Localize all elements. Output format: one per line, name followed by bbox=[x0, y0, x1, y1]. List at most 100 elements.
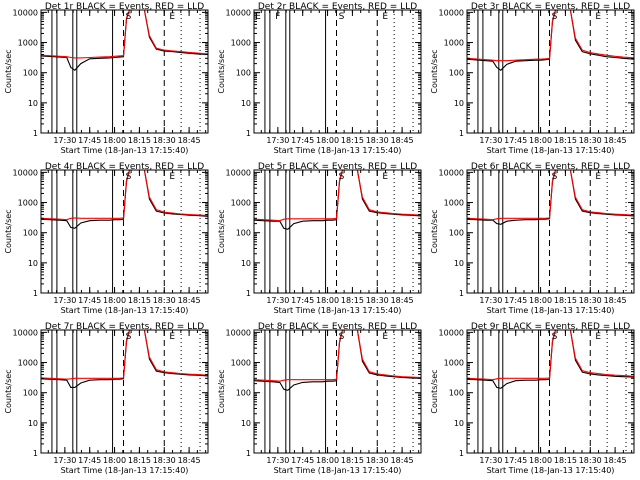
y-tick-label: 1 bbox=[246, 449, 251, 458]
flag-label: E bbox=[169, 172, 175, 182]
chart-title: Det 9r BLACK = Events, RED = LLD bbox=[471, 322, 630, 332]
y-axis-label: Counts/sec bbox=[4, 369, 13, 413]
chart-title: Det 2r BLACK = Events, RED = LLD bbox=[258, 2, 417, 12]
flag-label: E bbox=[255, 12, 261, 22]
y-tick-label: 10000 bbox=[226, 8, 251, 17]
flag-label: S bbox=[552, 332, 558, 342]
x-tick-label: 18:15 bbox=[341, 296, 364, 305]
x-tick-label: 17:45 bbox=[78, 136, 101, 145]
x-tick-label: 18:00 bbox=[316, 296, 339, 305]
series-line-lld bbox=[41, 330, 208, 380]
x-tick-label: 18:45 bbox=[178, 296, 201, 305]
y-tick-label: 10000 bbox=[13, 8, 38, 17]
x-tick-label: 18:15 bbox=[554, 296, 577, 305]
x-tick-label: 18:00 bbox=[529, 456, 552, 465]
x-tick-label: 17:30 bbox=[53, 296, 76, 305]
x-tick-label: 18:30 bbox=[579, 136, 602, 145]
flag-label: E bbox=[382, 332, 388, 342]
y-axis-label: Counts/sec bbox=[217, 49, 226, 93]
y-axis-label: Counts/sec bbox=[430, 209, 439, 253]
x-tick-label: 18:00 bbox=[316, 136, 339, 145]
y-tick-label: 10 bbox=[241, 259, 251, 268]
flag-label: S bbox=[126, 332, 132, 342]
y-tick-label: 100 bbox=[236, 389, 251, 398]
y-tick-label: 1000 bbox=[231, 199, 251, 208]
y-tick-label: 100 bbox=[23, 229, 38, 238]
x-tick-label: 17:45 bbox=[78, 296, 101, 305]
x-axis-label: Start Time (18-Jan-13 17:15:40) bbox=[487, 466, 615, 475]
flag-label: S bbox=[552, 12, 558, 22]
x-tick-label: 17:30 bbox=[266, 456, 289, 465]
x-tick-label: 18:00 bbox=[103, 296, 126, 305]
y-tick-label: 10 bbox=[28, 99, 38, 108]
x-tick-label: 17:30 bbox=[266, 296, 289, 305]
x-tick-label: 18:00 bbox=[316, 456, 339, 465]
x-tick-label: 18:00 bbox=[103, 136, 126, 145]
series-group bbox=[467, 330, 634, 389]
x-tick-label: 18:00 bbox=[103, 456, 126, 465]
y-tick-label: 10000 bbox=[13, 168, 38, 177]
series-group bbox=[467, 170, 634, 225]
chart-panel-9: 17:30 17:45 18:00 18:15 18:30 18:45 1 10 100 1000… bbox=[430, 322, 635, 475]
y-tick-label: 1 bbox=[459, 449, 464, 458]
y-tick-label: 1 bbox=[459, 289, 464, 298]
x-tick-label: 18:15 bbox=[341, 136, 364, 145]
series-group bbox=[41, 170, 208, 229]
chart-panel-8: 17:30 17:45 18:00 18:15 18:30 18:45 1 10 100 1000… bbox=[217, 322, 422, 475]
x-axis-label: Start Time (18-Jan-13 17:15:40) bbox=[487, 306, 615, 315]
y-tick-label: 10000 bbox=[439, 168, 464, 177]
x-tick-label: 17:30 bbox=[53, 136, 76, 145]
y-tick-label: 1 bbox=[33, 289, 38, 298]
flag-label: E bbox=[169, 12, 175, 22]
y-tick-label: 1 bbox=[246, 289, 251, 298]
y-axis-label: Counts/sec bbox=[217, 209, 226, 253]
x-tick-label: 18:30 bbox=[366, 456, 389, 465]
y-tick-label: 10 bbox=[28, 259, 38, 268]
x-tick-label: 18:45 bbox=[391, 136, 414, 145]
chart-title: Det 3r BLACK = Events, RED = LLD bbox=[471, 2, 630, 12]
plot-frame bbox=[466, 169, 635, 294]
series-line-lld bbox=[254, 170, 421, 222]
y-tick-label: 10 bbox=[454, 99, 464, 108]
flag-label: S bbox=[339, 172, 345, 182]
x-tick-label: 17:45 bbox=[504, 456, 527, 465]
series-group bbox=[41, 10, 208, 72]
series-line-lld bbox=[467, 170, 634, 221]
x-axis-label: Start Time (18-Jan-13 17:15:40) bbox=[61, 466, 189, 475]
y-axis-label: Counts/sec bbox=[4, 209, 13, 253]
series-line-lld bbox=[41, 170, 208, 221]
x-axis-label: Start Time (18-Jan-13 17:15:40) bbox=[274, 466, 402, 475]
x-tick-label: 17:45 bbox=[504, 296, 527, 305]
x-tick-label: 18:45 bbox=[178, 456, 201, 465]
x-tick-label: 18:15 bbox=[128, 296, 151, 305]
plot-frame bbox=[40, 329, 209, 454]
y-tick-label: 1000 bbox=[444, 359, 464, 368]
flag-label: S bbox=[126, 172, 132, 182]
chart-title: Det 7r BLACK = Events, RED = LLD bbox=[45, 322, 204, 332]
x-tick-label: 18:45 bbox=[604, 136, 627, 145]
y-tick-label: 100 bbox=[449, 389, 464, 398]
series-group bbox=[254, 170, 421, 230]
y-tick-label: 1000 bbox=[444, 199, 464, 208]
y-tick-label: 100 bbox=[449, 229, 464, 238]
y-tick-label: 1000 bbox=[444, 39, 464, 48]
y-axis-label: Counts/sec bbox=[4, 49, 13, 93]
flag-label: S bbox=[552, 172, 558, 182]
chart-title: Det 4r BLACK = Events, RED = LLD bbox=[45, 162, 204, 172]
x-axis-label: Start Time (18-Jan-13 17:15:40) bbox=[487, 146, 615, 155]
y-tick-label: 1000 bbox=[18, 39, 38, 48]
x-tick-label: 18:30 bbox=[153, 136, 176, 145]
y-tick-label: 1 bbox=[33, 129, 38, 138]
y-tick-label: 1000 bbox=[18, 359, 38, 368]
x-tick-label: 18:15 bbox=[554, 136, 577, 145]
chart-panel-2: 17:30 17:45 18:00 18:15 18:30 18:45 1 10 100 1000… bbox=[217, 2, 422, 155]
x-tick-label: 17:45 bbox=[78, 456, 101, 465]
x-tick-label: 18:30 bbox=[366, 136, 389, 145]
plot-frame bbox=[40, 9, 209, 134]
y-tick-label: 10 bbox=[454, 259, 464, 268]
series-group bbox=[467, 10, 634, 72]
y-tick-label: 10000 bbox=[226, 328, 251, 337]
y-tick-label: 1000 bbox=[18, 199, 38, 208]
y-axis-label: Counts/sec bbox=[217, 369, 226, 413]
